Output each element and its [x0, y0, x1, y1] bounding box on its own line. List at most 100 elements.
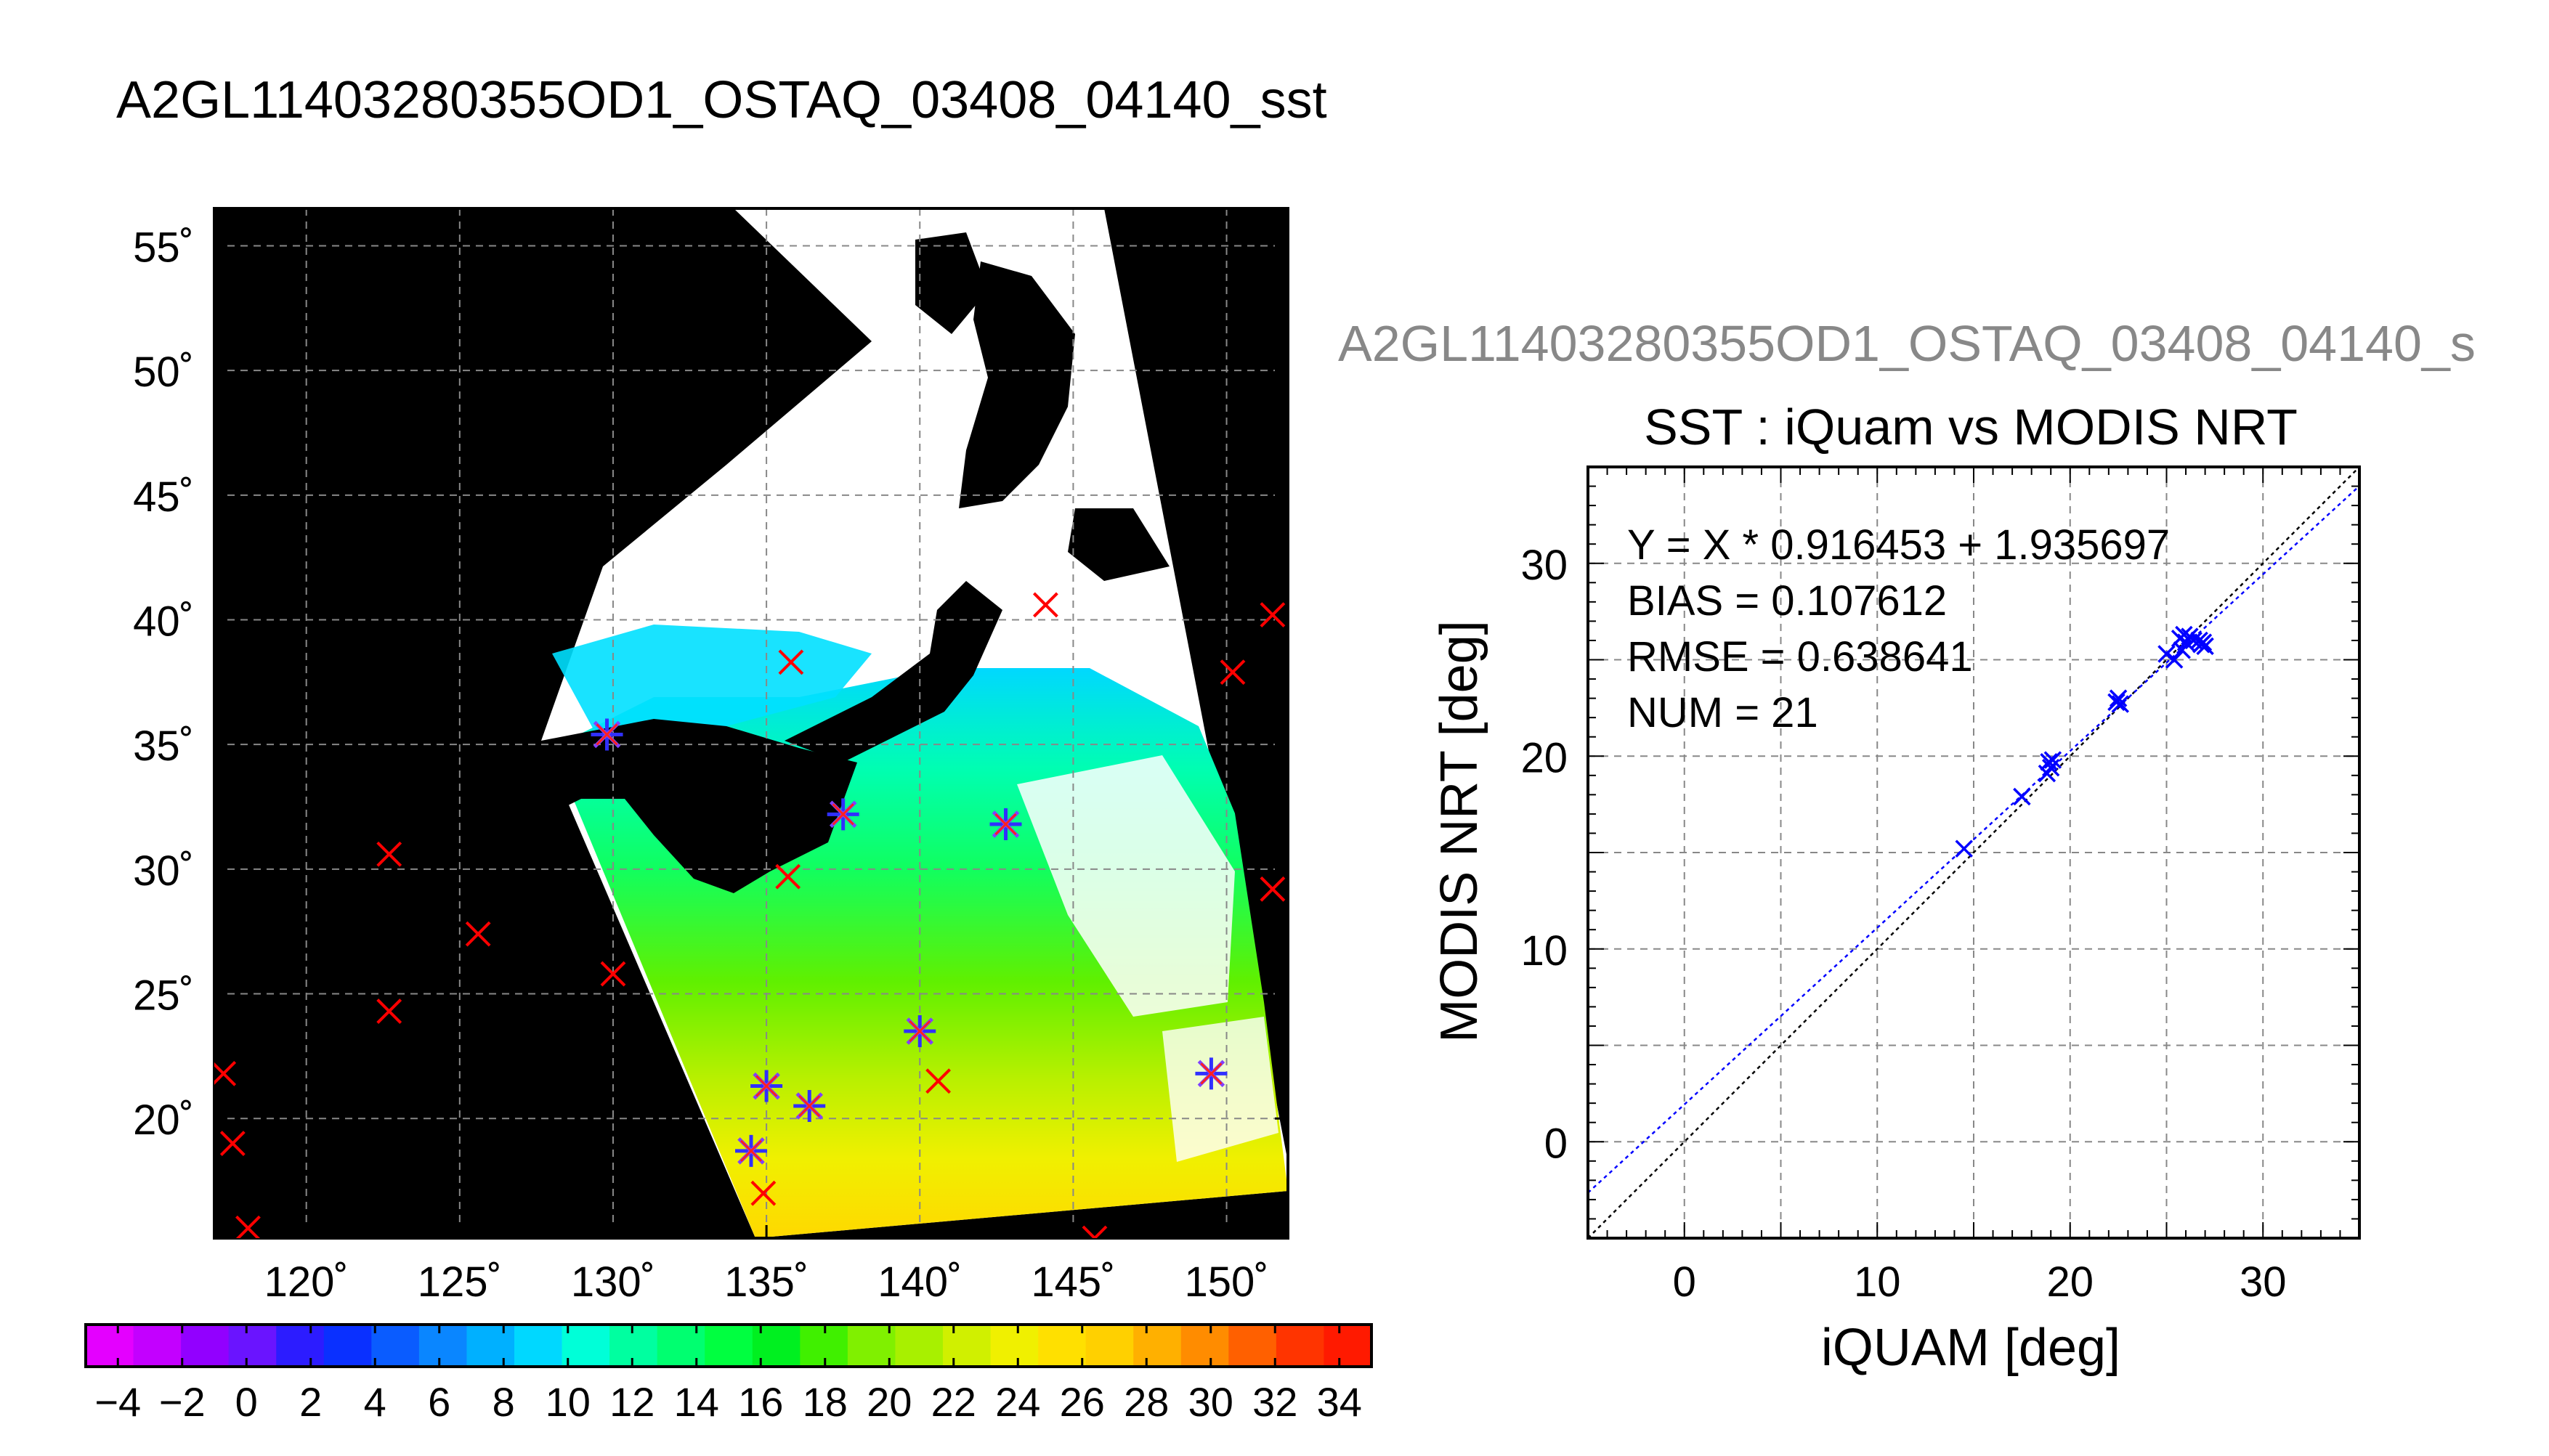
iquam-point-unmatched — [1260, 602, 1286, 628]
colorbar-tick-label: 14 — [674, 1379, 719, 1425]
iquam-point-unmatched — [1260, 876, 1286, 902]
iquam-point-matched — [793, 1090, 826, 1123]
scatter-header: A2GL11403280355OD1_OSTAQ_03408_04140_s — [1338, 315, 2476, 372]
iquam-point-matched — [827, 798, 859, 831]
map-lon-label: 130˚ — [571, 1258, 655, 1306]
scatter-point — [2040, 752, 2058, 771]
land-korea-kyushu — [541, 719, 857, 893]
colorbar: −4 −2 0 2 4 6 8 10 12 14 16 18 20 22 24 26 28 30 32 34 — [84, 1323, 1373, 1425]
figure-title: A2GL11403280355OD1_OSTAQ_03408_04140_sst — [116, 71, 1327, 129]
colorbar-swatch — [514, 1325, 563, 1367]
iquam-point-matched — [1195, 1057, 1228, 1090]
map-lat-labels: 55˚ 50˚ 45˚ 40˚ 35˚ 30˚ 25˚ 20˚ — [133, 224, 194, 1144]
colorbar-swatch — [371, 1325, 420, 1367]
land-north — [915, 232, 988, 334]
land-sakhalin-hokkaido — [959, 261, 1075, 508]
stats-line: NUM = 21 — [1627, 689, 1818, 736]
y-axis-label: MODIS NRT [deg] — [1430, 620, 1488, 1043]
x-tick-label: 20 — [2046, 1258, 2094, 1306]
cloud-patch-east — [1017, 755, 1235, 1017]
map-lon-label: 145˚ — [1031, 1258, 1115, 1306]
scatter-point — [2173, 640, 2191, 659]
colorbar-swatch — [562, 1325, 611, 1367]
regression-line — [1588, 485, 2359, 1194]
scatter-point — [2157, 645, 2176, 663]
colorbar-tick-label: −2 — [159, 1379, 206, 1425]
iquam-point-unmatched — [465, 921, 491, 947]
map-grid — [214, 208, 1288, 1238]
colorbar-swatch — [1180, 1325, 1230, 1367]
colorbar-swatch — [181, 1325, 230, 1367]
colorbar-tick-label: 20 — [867, 1379, 912, 1425]
colorbar-tick-label: 28 — [1124, 1379, 1169, 1425]
colorbar-tick-label: 24 — [995, 1379, 1040, 1425]
sst-map-panel: 55˚ 50˚ 45˚ 40˚ 35˚ 30˚ 25˚ 20˚ 120˚ 125˚ 130˚ 135… — [133, 207, 1289, 1306]
iquam-point-matched — [989, 808, 1022, 841]
map-lat-label: 50˚ — [133, 349, 194, 396]
scatter-point — [2165, 651, 2184, 669]
map-lon-label: 125˚ — [418, 1258, 502, 1306]
scatter-point — [2107, 693, 2125, 712]
one-to-one-line — [1588, 467, 2359, 1238]
colorbar-swatch — [943, 1325, 992, 1367]
colorbar-swatch — [1276, 1325, 1325, 1367]
x-axis-label: iQUAM [deg] — [1821, 1319, 2120, 1377]
iquam-point-matched — [591, 718, 623, 751]
iquam-point-matched — [735, 1134, 767, 1167]
iquam-point-unmatched — [750, 1180, 777, 1206]
map-lon-labels: 120˚ 125˚ 130˚ 135˚ 140˚ 145˚ 150˚ — [264, 1258, 1269, 1306]
colorbar-tick-label: 4 — [364, 1379, 386, 1425]
iquam-point-unmatched — [219, 1131, 246, 1156]
colorbar-tick-label: 34 — [1317, 1379, 1362, 1425]
stats-line: RMSE = 0.638641 — [1627, 633, 1973, 680]
colorbar-tick-label: 18 — [803, 1379, 848, 1425]
colorbar-swatch — [895, 1325, 944, 1367]
colorbar-swatch — [133, 1325, 182, 1367]
colorbar-tick-label: 16 — [738, 1379, 783, 1425]
colorbar-swatch — [418, 1325, 468, 1367]
colorbar-swatch — [1324, 1325, 1372, 1367]
map-lon-label: 135˚ — [724, 1258, 809, 1306]
map-lat-label: 45˚ — [133, 473, 194, 521]
scatter-point — [2109, 689, 2128, 707]
iquam-point-unmatched — [376, 999, 402, 1024]
colorbar-tick-label: 0 — [235, 1379, 258, 1425]
land-kurils — [1068, 508, 1170, 581]
scatter-point — [2013, 787, 2031, 806]
colorbar-swatch — [1228, 1325, 1277, 1367]
iquam-point-unmatched — [778, 649, 804, 675]
stats-line: Y = X * 0.916453 + 1.935697 — [1627, 521, 2170, 569]
stats-line: BIAS = 0.107612 — [1627, 577, 1947, 625]
map-lat-label: 30˚ — [133, 847, 194, 895]
map-lat-label: 55˚ — [133, 224, 194, 272]
map-lon-label: 150˚ — [1184, 1258, 1268, 1306]
iquam-point-matched — [904, 1015, 936, 1048]
colorbar-swatch — [609, 1325, 658, 1367]
colorbar-tick-label: 8 — [493, 1379, 515, 1425]
colorbar-swatch — [705, 1325, 753, 1367]
colorbar-tick-label: 26 — [1060, 1379, 1105, 1425]
scatter-point — [2111, 695, 2130, 713]
iquam-point-unmatched — [775, 863, 801, 890]
colorbar-swatch — [1085, 1325, 1135, 1367]
iquam-point-unmatched — [1032, 592, 1058, 618]
colorbar-swatch — [1038, 1325, 1087, 1367]
scatter-panel: SST : iQuam vs MODIS NRT iQUAM [deg] MOD… — [1430, 399, 2361, 1377]
scatter-point — [2190, 631, 2208, 650]
colorbar-swatch — [86, 1325, 134, 1367]
iquam-point-unmatched — [235, 1215, 261, 1238]
colorbar-tick-label: 6 — [428, 1379, 450, 1425]
iquam-point-unmatched — [214, 1060, 237, 1086]
colorbar-swatch — [228, 1325, 277, 1367]
iquam-point-unmatched — [600, 961, 626, 987]
map-markers — [214, 592, 1286, 1238]
y-tick-label: 30 — [1520, 542, 1568, 589]
iquam-point-matched — [750, 1070, 783, 1102]
map-lon-label: 120˚ — [264, 1258, 349, 1306]
y-tick-label: 0 — [1544, 1120, 1568, 1167]
x-tick-label: 0 — [1673, 1258, 1696, 1306]
colorbar-swatch — [657, 1325, 706, 1367]
colorbar-tick-label: 30 — [1188, 1379, 1233, 1425]
